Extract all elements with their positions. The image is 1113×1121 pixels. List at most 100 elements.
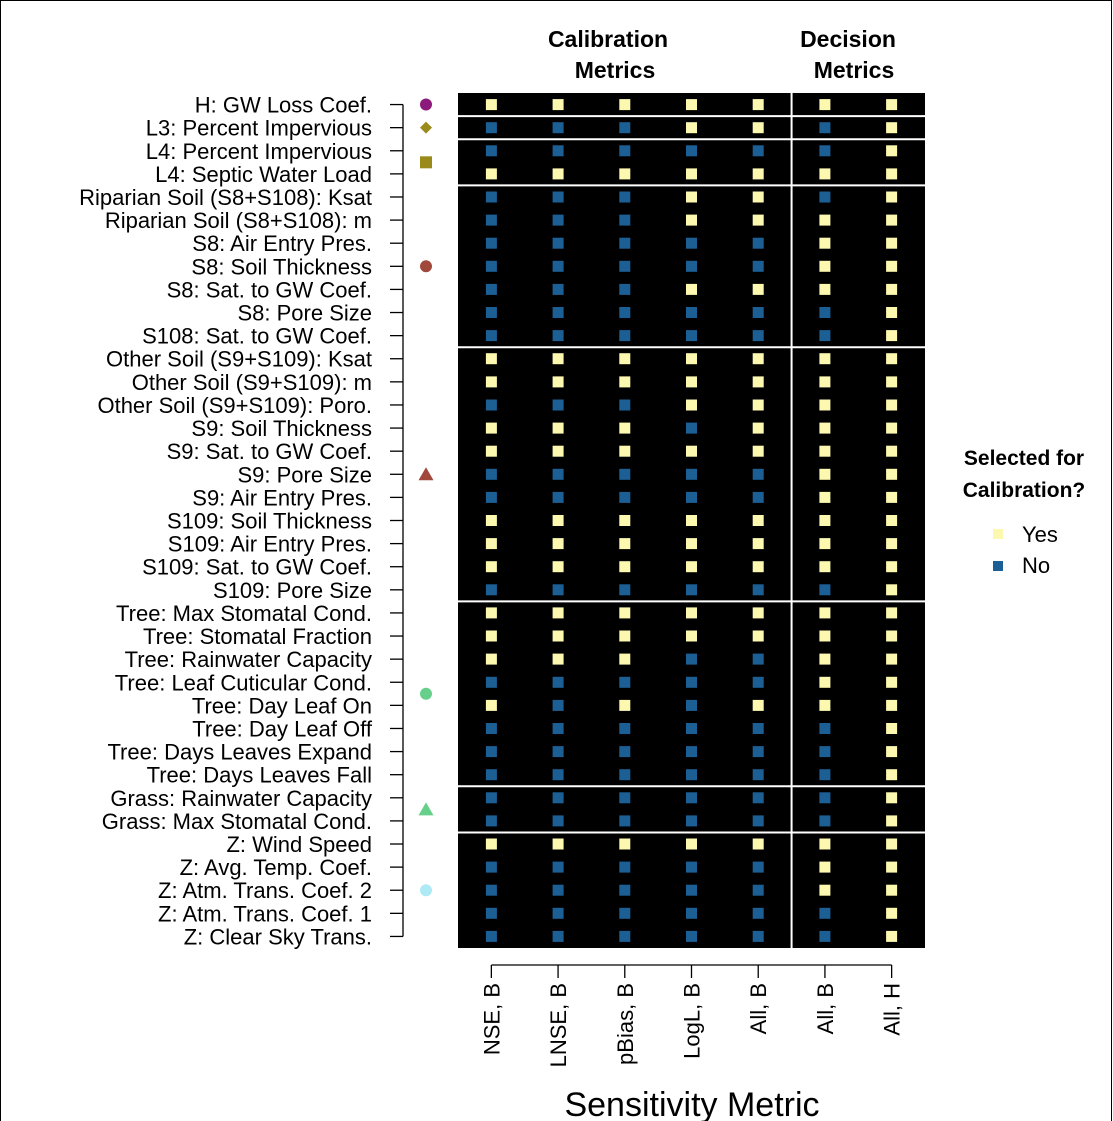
cell-r5-c6: [886, 214, 898, 226]
row-label-tree-days-leaves-fall: Tree: Days Leaves Fall: [147, 763, 372, 788]
cell-r17-c2: [619, 491, 631, 503]
cell-r1-c3: [686, 122, 697, 134]
cell-r2-c1: [552, 145, 564, 157]
cell-r13-c1: [552, 399, 564, 411]
cell-r36-c6: [886, 930, 898, 942]
cell-r27-c5: [819, 723, 831, 734]
decision-header-line2: Metrics: [814, 57, 895, 83]
cell-r36-c5: [819, 930, 831, 942]
cell-r4-c0: [485, 191, 497, 203]
cell-r30-c5: [819, 792, 831, 804]
cell-r33-c5: [819, 861, 831, 873]
row-label-tree-day-leaf-off: Tree: Day Leaf Off: [192, 716, 373, 741]
cell-r6-c4: [752, 237, 764, 249]
cell-r10-c6: [886, 330, 898, 342]
row-label-grass-max-stomatal-cond: Grass: Max Stomatal Cond.: [102, 809, 372, 834]
legend-yes-label: Yes: [1022, 522, 1058, 547]
cell-r21-c4: [752, 584, 764, 596]
cell-r11-c2: [619, 353, 631, 365]
cell-r11-c4: [752, 353, 764, 365]
legend-title-line2: Calibration?: [963, 479, 1086, 502]
cell-r29-c0: [485, 769, 497, 781]
cell-r22-c3: [686, 607, 697, 619]
cell-r28-c2: [619, 746, 631, 758]
col-label-2-pbias-b: pBias, B: [613, 983, 638, 1065]
cell-r31-c6: [886, 815, 898, 827]
cell-r12-c4: [752, 376, 764, 388]
cell-r9-c3: [686, 307, 697, 318]
cell-r24-c0: [485, 653, 497, 665]
cell-r18-c1: [552, 515, 564, 526]
cell-r24-c6: [886, 653, 898, 665]
cell-r33-c0: [485, 861, 497, 873]
cell-r20-c4: [752, 561, 764, 573]
cell-r22-c4: [752, 607, 764, 619]
cell-r33-c4: [752, 861, 764, 873]
cell-r20-c6: [886, 561, 898, 573]
cell-r30-c2: [619, 792, 631, 804]
cell-r28-c1: [552, 746, 564, 758]
cell-r23-c0: [485, 630, 497, 642]
cell-r23-c1: [552, 630, 564, 642]
cell-r32-c6: [886, 838, 898, 850]
cell-r15-c4: [752, 445, 764, 457]
cell-r4-c6: [886, 191, 898, 203]
cell-r11-c6: [886, 353, 898, 365]
group-marker-3-circle: [420, 260, 432, 273]
cell-r18-c4: [752, 515, 764, 526]
cell-r21-c1: [552, 584, 564, 596]
row-label-z-wind-speed: Z: Wind Speed: [226, 832, 372, 857]
cell-r25-c5: [819, 676, 831, 688]
cell-r2-c5: [819, 145, 831, 157]
cell-r16-c5: [819, 468, 831, 480]
cell-r21-c2: [619, 584, 631, 596]
col-label-6-all-h: All, H: [880, 983, 905, 1036]
cell-r13-c4: [752, 399, 764, 411]
cell-r11-c0: [485, 353, 497, 365]
cell-r12-c5: [819, 376, 831, 388]
cell-r19-c6: [886, 538, 898, 550]
cell-r6-c6: [886, 237, 898, 249]
cell-r7-c2: [619, 260, 631, 272]
cell-r35-c2: [619, 907, 631, 919]
cell-r15-c3: [686, 445, 697, 457]
cell-r28-c4: [752, 746, 764, 758]
cell-r26-c4: [752, 699, 764, 711]
row-label-s8-soil-thickness: S8: Soil Thickness: [191, 254, 372, 279]
row-label-tree-stomatal-fraction: Tree: Stomatal Fraction: [143, 624, 372, 649]
col-label-3-logl-b: LogL, B: [680, 983, 705, 1059]
cell-r25-c1: [552, 676, 564, 688]
cell-r30-c3: [686, 792, 697, 804]
cell-r14-c6: [886, 422, 898, 434]
cell-r32-c3: [686, 838, 697, 850]
cell-r26-c6: [886, 699, 898, 711]
x-axis: NSE, B LNSE, B pBias, B LogL, B All, B All, B…: [479, 964, 905, 1067]
cell-r32-c0: [485, 838, 497, 850]
cell-r6-c3: [686, 237, 697, 249]
row-label-h-gw-loss-coef: H: GW Loss Coef.: [195, 93, 372, 118]
legend: Selected for Calibration? Yes No: [963, 447, 1086, 578]
cell-r21-c5: [819, 584, 831, 596]
cell-r23-c5: [819, 630, 831, 642]
cell-r27-c6: [886, 723, 898, 734]
row-label-grass-rainwater-capacity: Grass: Rainwater Capacity: [110, 786, 372, 811]
row-label-tree-day-leaf-on: Tree: Day Leaf On: [192, 693, 372, 718]
cell-r12-c0: [485, 376, 497, 388]
cell-r30-c4: [752, 792, 764, 804]
cell-r36-c0: [485, 930, 497, 942]
group-markers: [418, 98, 434, 897]
group-marker-5-circle: [420, 687, 432, 700]
cell-r9-c2: [619, 307, 631, 318]
cell-r11-c3: [686, 353, 697, 365]
cell-r31-c3: [686, 815, 697, 827]
cell-r12-c2: [619, 376, 631, 388]
cell-r26-c5: [819, 699, 831, 711]
cell-r3-c1: [552, 168, 564, 180]
cell-r35-c5: [819, 907, 831, 919]
cell-r5-c4: [752, 214, 764, 226]
cell-r13-c3: [686, 399, 697, 411]
cell-r19-c1: [552, 538, 564, 550]
cell-r6-c0: [485, 237, 497, 249]
cell-r31-c1: [552, 815, 564, 827]
row-label-s109-sat-to-gw-coef: S109: Sat. to GW Coef.: [142, 555, 372, 580]
